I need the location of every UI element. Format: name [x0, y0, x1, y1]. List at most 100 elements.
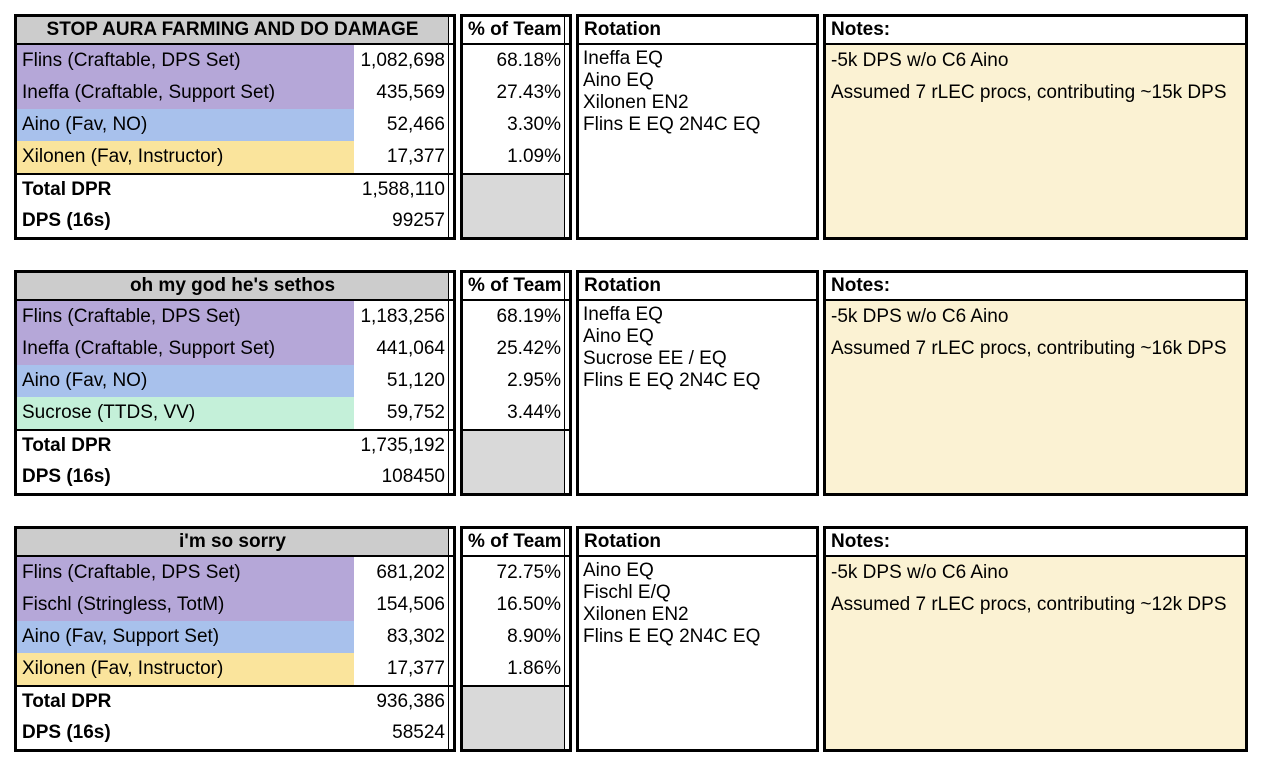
character-label-cell[interactable]: Sucrose (TTDS, VV) [17, 397, 354, 429]
total-dpr-label-cell[interactable]: Total DPR [17, 173, 354, 205]
pct-of-team-section: % of Team 72.75% 16.50% 8.90% 1.86% [460, 526, 572, 752]
table-title-cell[interactable]: oh my god he's sethos [17, 273, 448, 301]
grid-sliver [448, 173, 453, 205]
character-dpr-value-cell[interactable]: 435,569 [376, 82, 445, 103]
grid-sliver [448, 461, 453, 493]
character-label-cell[interactable]: Flins (Craftable, DPS Set) [17, 301, 354, 333]
team-dps-table: STOP AURA FARMING AND DO DAMAGE Flins (C… [14, 14, 1248, 240]
note-line: Assumed 7 rLEC procs, contributing ~16k … [831, 338, 1227, 359]
rotation-line: Flins E EQ 2N4C EQ [583, 370, 761, 391]
grid-sliver [448, 109, 453, 141]
grid-sliver [448, 301, 453, 333]
rotation-cell[interactable]: Ineffa EQ Aino EQ Xilonen EN2 Flins E EQ… [579, 45, 816, 237]
pct-value-cell[interactable]: 2.95% [507, 370, 561, 391]
character-dpr-value-cell[interactable]: 52,466 [386, 114, 445, 135]
pct-value-cell[interactable]: 3.44% [507, 402, 561, 423]
character-dpr-value-cell[interactable]: 1,082,698 [360, 50, 445, 71]
grid-sliver [448, 685, 453, 717]
pct-value-cell[interactable]: 1.86% [507, 658, 561, 679]
table-title-cell[interactable]: i'm so sorry [17, 529, 448, 557]
pct-header-cell[interactable]: % of Team [463, 529, 564, 557]
character-label-cell[interactable]: Ineffa (Craftable, Support Set) [17, 333, 354, 365]
dps-label-cell[interactable]: DPS (16s) [22, 466, 111, 487]
rotation-line: Fischl E/Q [583, 582, 671, 603]
rotation-section: Rotation Ineffa EQ Aino EQ Xilonen EN2 F… [576, 14, 819, 240]
grid-sliver [448, 653, 453, 685]
dps-value-cell[interactable]: 99257 [392, 210, 445, 231]
grid-sliver [448, 717, 453, 749]
notes-header-cell[interactable]: Notes: [826, 17, 1245, 45]
empty-gray-cell[interactable] [463, 429, 564, 493]
character-label-cell[interactable]: Xilonen (Fav, Instructor) [17, 141, 354, 173]
grid-sliver [564, 77, 569, 109]
dps-value-cell[interactable]: 58524 [392, 722, 445, 743]
pct-value-cell[interactable]: 68.19% [496, 306, 561, 327]
character-label-cell[interactable]: Aino (Fav, Support Set) [17, 621, 354, 653]
pct-header-cell[interactable]: % of Team [463, 273, 564, 301]
character-label-cell[interactable]: Flins (Craftable, DPS Set) [17, 45, 354, 77]
pct-value-cell[interactable]: 27.43% [496, 82, 561, 103]
rotation-line: Flins E EQ 2N4C EQ [583, 114, 761, 135]
grid-sliver [448, 429, 453, 461]
total-dpr-value-cell[interactable]: 936,386 [354, 685, 448, 717]
grid-sliver [564, 365, 569, 397]
pct-value-cell[interactable]: 3.30% [507, 114, 561, 135]
grid-sliver [448, 77, 453, 109]
pct-value-cell[interactable]: 25.42% [496, 338, 561, 359]
pct-value-cell[interactable]: 68.18% [496, 50, 561, 71]
grid-sliver [564, 621, 569, 653]
note-line: -5k DPS w/o C6 Aino [831, 562, 1009, 583]
grid-sliver [564, 301, 569, 333]
character-dpr-value-cell[interactable]: 17,377 [386, 658, 445, 679]
total-dpr-value-cell[interactable]: 1,588,110 [354, 173, 448, 205]
grid-sliver [564, 17, 569, 45]
notes-cell[interactable]: -5k DPS w/o C6 Aino Assumed 7 rLEC procs… [826, 301, 1245, 493]
pct-value-cell[interactable]: 8.90% [507, 626, 561, 647]
grid-sliver [448, 557, 453, 589]
character-dpr-value-cell[interactable]: 441,064 [376, 338, 445, 359]
rotation-header-cell[interactable]: Rotation [579, 17, 816, 45]
rotation-line: Ineffa EQ [583, 48, 663, 69]
dps-label-cell[interactable]: DPS (16s) [22, 722, 111, 743]
total-dpr-label-cell[interactable]: Total DPR [17, 685, 354, 717]
rotation-line: Aino EQ [583, 326, 654, 347]
pct-value-cell[interactable]: 1.09% [507, 146, 561, 167]
rotation-header-cell[interactable]: Rotation [579, 529, 816, 557]
note-line: -5k DPS w/o C6 Aino [831, 50, 1009, 71]
notes-section: Notes: -5k DPS w/o C6 Aino Assumed 7 rLE… [823, 14, 1248, 240]
grid-sliver [564, 333, 569, 365]
character-dpr-value-cell[interactable]: 83,302 [386, 626, 445, 647]
total-dpr-label-cell[interactable]: Total DPR [17, 429, 354, 461]
character-label-cell[interactable]: Aino (Fav, NO) [17, 365, 354, 397]
empty-gray-cell[interactable] [463, 173, 564, 237]
rotation-header-cell[interactable]: Rotation [579, 273, 816, 301]
character-label-cell[interactable]: Fischl (Stringless, TotM) [17, 589, 354, 621]
character-dpr-value-cell[interactable]: 681,202 [376, 562, 445, 583]
rotation-line: Aino EQ [583, 70, 654, 91]
character-dpr-value-cell[interactable]: 1,183,256 [360, 306, 445, 327]
table-title-cell[interactable]: STOP AURA FARMING AND DO DAMAGE [17, 17, 448, 45]
character-dpr-value-cell[interactable]: 59,752 [386, 402, 445, 423]
character-label-cell[interactable]: Xilonen (Fav, Instructor) [17, 653, 354, 685]
pct-header-cell[interactable]: % of Team [463, 17, 564, 45]
total-dpr-value-cell[interactable]: 1,735,192 [354, 429, 448, 461]
rotation-cell[interactable]: Aino EQ Fischl E/Q Xilonen EN2 Flins E E… [579, 557, 816, 749]
pct-value-cell[interactable]: 16.50% [496, 594, 561, 615]
notes-cell[interactable]: -5k DPS w/o C6 Aino Assumed 7 rLEC procs… [826, 45, 1245, 237]
character-dpr-value-cell[interactable]: 154,506 [376, 594, 445, 615]
grid-sliver [448, 589, 453, 621]
notes-header-cell[interactable]: Notes: [826, 529, 1245, 557]
notes-cell[interactable]: -5k DPS w/o C6 Aino Assumed 7 rLEC procs… [826, 557, 1245, 749]
character-label-cell[interactable]: Flins (Craftable, DPS Set) [17, 557, 354, 589]
character-label-cell[interactable]: Aino (Fav, NO) [17, 109, 354, 141]
dps-value-cell[interactable]: 108450 [381, 466, 445, 487]
character-dpr-value-cell[interactable]: 17,377 [386, 146, 445, 167]
empty-gray-cell[interactable] [463, 685, 564, 749]
grid-sliver [564, 273, 569, 301]
character-dpr-value-cell[interactable]: 51,120 [386, 370, 445, 391]
rotation-cell[interactable]: Ineffa EQ Aino EQ Sucrose EE / EQ Flins … [579, 301, 816, 493]
pct-value-cell[interactable]: 72.75% [496, 562, 561, 583]
notes-header-cell[interactable]: Notes: [826, 273, 1245, 301]
dps-label-cell[interactable]: DPS (16s) [22, 210, 111, 231]
character-label-cell[interactable]: Ineffa (Craftable, Support Set) [17, 77, 354, 109]
